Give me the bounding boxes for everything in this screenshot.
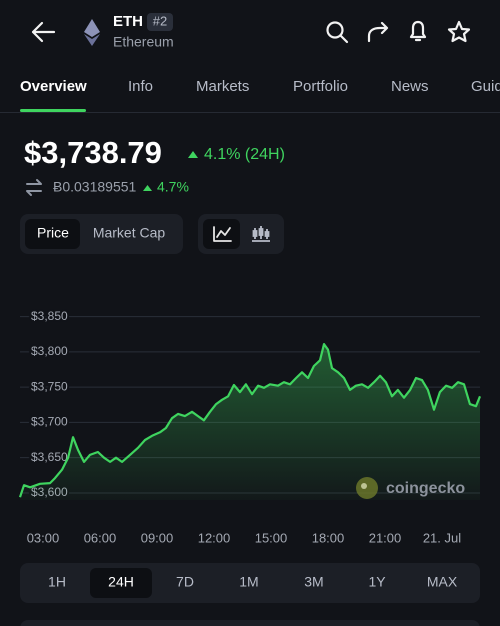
range-button[interactable]: 24H	[108, 574, 134, 590]
range-button[interactable]: MAX	[427, 574, 458, 590]
range-button[interactable]: 1H	[48, 574, 66, 590]
chart-style-selected	[203, 219, 240, 249]
range-button[interactable]: 3M	[304, 574, 323, 590]
x-tick-label: 15:00	[255, 530, 288, 545]
favorite-button[interactable]	[447, 20, 471, 43]
y-tick-label: $3,650	[31, 450, 68, 464]
watermark-text: coingecko	[386, 480, 465, 497]
price: $3,738.79	[24, 135, 162, 170]
range-button[interactable]: 1M	[239, 574, 258, 590]
tab[interactable]: Info	[128, 78, 153, 95]
area-fill	[20, 344, 480, 500]
x-tick-label: 12:00	[198, 530, 231, 545]
range-buttons: 1H 24H 7D 1M 3M 1Y MAX	[48, 568, 458, 598]
share-button[interactable]	[367, 21, 389, 43]
toggle-selected	[25, 219, 80, 249]
search-button[interactable]	[326, 21, 349, 44]
x-tick-label: 09:00	[141, 530, 174, 545]
coin-rank: #2	[153, 13, 167, 28]
btc-change: 4.7%	[157, 179, 189, 195]
watermark: coingecko	[356, 477, 465, 499]
price-change: 4.1% (24H)	[204, 146, 285, 163]
toggle-market-cap[interactable]: Market Cap	[93, 225, 166, 241]
alert-button[interactable]	[409, 20, 427, 42]
x-tick-label: 06:00	[84, 530, 117, 545]
y-tick-label: $3,700	[31, 415, 68, 429]
candle-chart-button[interactable]	[252, 226, 270, 242]
btc-price: Ƀ0.03189551	[53, 179, 137, 195]
y-tick-label: $3,850	[31, 309, 68, 323]
price-chart: $3,600$3,650$3,700$3,750$3,800$3,85003:0…	[18, 307, 482, 545]
line-chart-button[interactable]	[213, 226, 232, 242]
range-selected	[90, 568, 152, 598]
tab[interactable]: Portfolio	[293, 78, 348, 95]
toggle-price[interactable]: Price	[37, 225, 69, 241]
swap-icon	[26, 179, 42, 196]
x-tick-label: 18:00	[312, 530, 345, 545]
x-tick-label: 03:00	[27, 530, 60, 545]
tab[interactable]: News	[391, 78, 429, 95]
divider	[0, 112, 500, 113]
range-button[interactable]: 7D	[176, 574, 194, 590]
tab[interactable]: Markets	[196, 78, 249, 95]
next-card	[20, 620, 480, 626]
rank-badge	[147, 13, 173, 31]
tab-bar: Overview Info Markets Portfolio News Guid	[20, 78, 500, 112]
y-tick-label: $3,750	[31, 379, 68, 393]
coin-name: Ethereum	[113, 34, 174, 50]
x-tick-label: 21. Jul	[423, 530, 461, 545]
y-tick-label: $3,800	[31, 344, 68, 358]
back-button[interactable]	[31, 21, 56, 43]
up-arrow	[188, 151, 198, 158]
range-button[interactable]: 1Y	[368, 574, 386, 590]
coin-symbol: ETH	[113, 13, 143, 30]
x-tick-label: 21:00	[369, 530, 402, 545]
price-line	[18, 343, 482, 498]
tab-underline	[20, 109, 86, 112]
tab[interactable]: Guid	[471, 78, 500, 95]
up-arrow	[143, 185, 152, 191]
eth-logo	[84, 19, 100, 46]
tab[interactable]: Overview	[20, 78, 87, 95]
